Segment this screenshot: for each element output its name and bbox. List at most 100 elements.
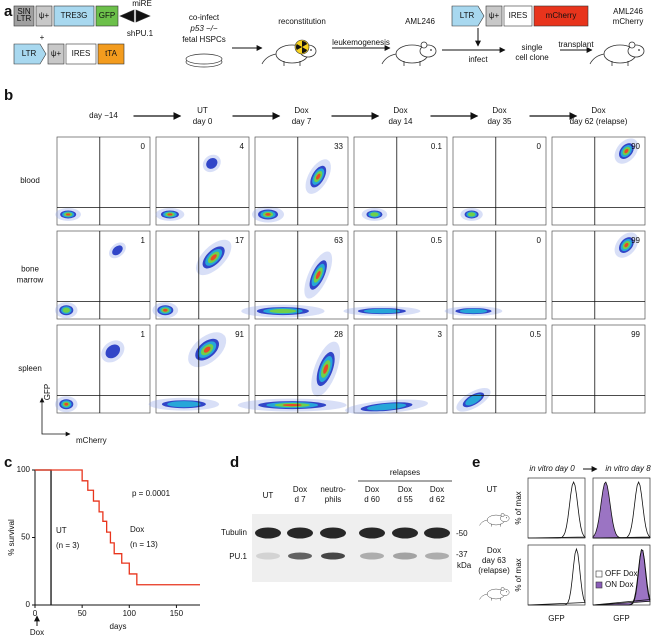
treatment-label: Dox: [30, 628, 44, 637]
label: in vitro day 0: [529, 464, 575, 473]
flow-plot: [155, 136, 250, 226]
label: phils: [325, 495, 341, 504]
y-tick-label: 50: [21, 533, 30, 542]
label: AML246: [613, 7, 643, 16]
gate-percentage: 4: [240, 142, 245, 151]
histogram-plot: [527, 477, 586, 539]
label: infect: [468, 55, 488, 64]
series-label: (n = 3): [56, 541, 80, 550]
x-tick-label: 100: [123, 609, 137, 618]
flow-density: [624, 242, 629, 248]
flow-density: [112, 245, 123, 256]
gate-percentage: 0.1: [431, 142, 443, 151]
radiation-blade: [295, 43, 302, 50]
axis-label: GFP: [548, 614, 564, 623]
label: mCherry: [546, 11, 577, 20]
flow-density: [459, 308, 488, 314]
dish: [185, 53, 223, 65]
label: leukemogenesis: [332, 38, 390, 47]
label: single: [522, 43, 543, 52]
flow-density: [206, 157, 218, 169]
label: miRE: [132, 0, 152, 8]
gate-percentage: 0: [537, 236, 542, 245]
construct-element: [35, 5, 53, 27]
flow-plot: [353, 136, 448, 226]
label: relapses: [390, 468, 420, 477]
label: day 14: [388, 117, 413, 126]
label: d 62: [429, 495, 445, 504]
pu1-band: [321, 552, 345, 560]
construct-element: [65, 43, 97, 65]
flow-density: [316, 173, 321, 180]
radiation-blade: [302, 41, 308, 47]
gate-percentage: 99: [631, 330, 640, 339]
axis-label: % of max: [514, 558, 523, 591]
flow-plot: [452, 136, 547, 226]
x-axis-label: days: [110, 622, 127, 631]
label: marrow: [17, 276, 44, 285]
label: co-infect: [189, 13, 220, 22]
construct-element: [97, 43, 125, 65]
y-tick-label: 100: [17, 465, 31, 474]
construct-element: [533, 5, 589, 27]
label: UT: [487, 485, 498, 494]
panel-label: e: [472, 454, 480, 471]
y-tick-label: 0: [26, 600, 31, 609]
histogram: [527, 480, 586, 539]
mouse-tail: [479, 519, 488, 526]
mouse-eye: [430, 49, 432, 51]
size-marker: -37: [456, 550, 468, 559]
axis-label: mCherry: [76, 436, 107, 445]
gate-percentage: 28: [334, 330, 343, 339]
x-tick-label: 0: [33, 609, 38, 618]
label: ψ+: [39, 11, 50, 20]
mouse-tail: [479, 593, 488, 600]
construct-element: [95, 5, 119, 27]
label: d 55: [397, 495, 413, 504]
label: UT: [263, 491, 274, 500]
label: +: [40, 33, 45, 42]
flow-density: [323, 364, 329, 374]
x-tick-label: 50: [78, 609, 87, 618]
flow-density: [65, 213, 71, 216]
pu1-band: [288, 552, 312, 560]
label: d 60: [364, 495, 380, 504]
axis-label: GFP: [613, 614, 629, 623]
mouse-eye: [638, 49, 640, 51]
tubulin-band: [320, 527, 346, 539]
label: blood: [20, 176, 40, 185]
label: IRES: [72, 49, 91, 58]
label: mCherry: [613, 17, 644, 26]
flow-plot: [56, 324, 151, 414]
mouse-tail: [589, 53, 605, 65]
flow-plot: [353, 230, 448, 320]
axis-arrow: [39, 397, 71, 437]
label: day 7: [292, 117, 312, 126]
flow-plot: [254, 230, 349, 320]
label: d 7: [294, 495, 306, 504]
mouse-tail: [381, 53, 397, 65]
y-axis-label: % survival: [7, 519, 16, 556]
tubulin-band: [424, 527, 450, 539]
flow-density: [167, 213, 173, 216]
mire-arrow: [135, 9, 151, 23]
flow-plot: [353, 324, 448, 414]
label: Dox: [398, 485, 412, 494]
tubulin-band: [255, 527, 281, 539]
label: Dox: [591, 106, 605, 115]
flow-plot: [551, 324, 646, 414]
legend-swatch: [595, 570, 603, 578]
flow-density: [64, 402, 69, 406]
tubulin-band: [359, 527, 385, 539]
label: transplant: [558, 40, 594, 49]
mouse-tail: [261, 53, 277, 65]
gate-percentage: 3: [438, 330, 443, 339]
radiation-blade: [301, 47, 308, 54]
gate-percentage: 1: [141, 330, 146, 339]
flow-density: [167, 401, 201, 408]
flow-plot: [155, 230, 250, 320]
label: UT: [197, 106, 208, 115]
label: p53 −/−: [189, 24, 217, 33]
construct-element: [503, 5, 533, 27]
mouse-ear: [500, 587, 505, 591]
